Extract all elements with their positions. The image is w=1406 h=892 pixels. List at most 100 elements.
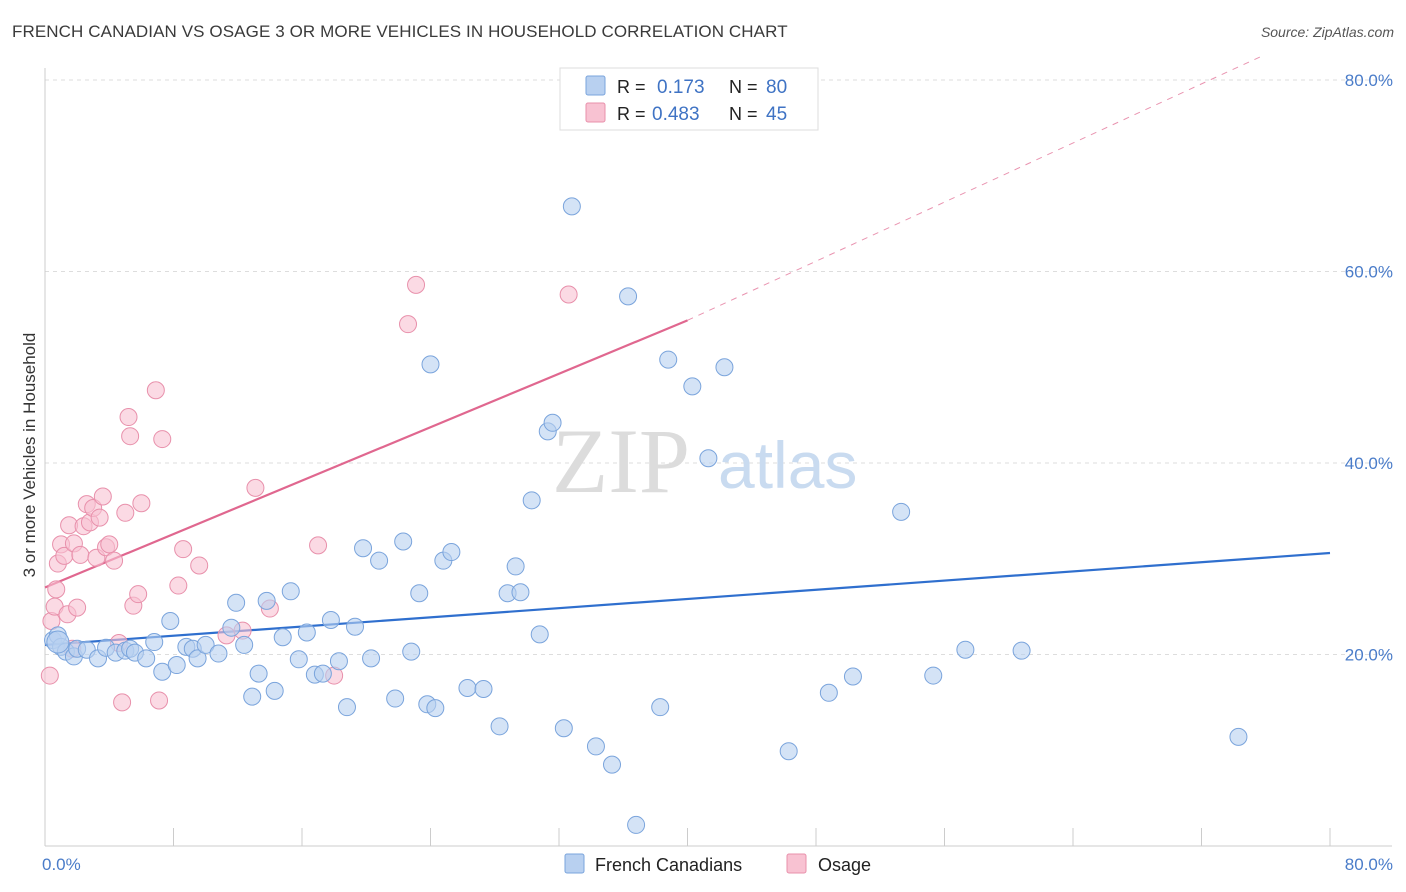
french-canadian-point — [490, 717, 509, 736]
french-canadian-point — [281, 582, 300, 601]
french-canadian-point — [683, 377, 702, 396]
legend-n-value-1: 45 — [766, 104, 787, 125]
legend-r-value-1: 0.483 — [652, 104, 700, 125]
legend-n-label-1: N = — [729, 104, 758, 124]
french-canadian-point — [273, 628, 292, 647]
french-canadian-point — [562, 197, 581, 216]
osage-point — [68, 598, 87, 617]
french-canadian-point — [265, 681, 284, 700]
grid-lines — [45, 79, 1392, 655]
osage-point — [132, 494, 151, 513]
french-canadian-point — [442, 543, 461, 562]
osage-point — [47, 580, 66, 599]
legend-r-label-1: R = — [617, 104, 646, 124]
osage-point — [116, 503, 135, 522]
osage-trend-extension — [687, 55, 1263, 321]
osage-point — [100, 535, 119, 554]
osage-point — [169, 576, 188, 595]
french-canadian-point — [257, 591, 276, 610]
french-canadian-point — [337, 698, 356, 717]
osage-point — [559, 285, 578, 304]
french-canadian-point — [222, 618, 241, 637]
osage-point — [90, 508, 109, 527]
osage-point — [150, 691, 169, 710]
legend: R = 0.173 N = 80 R = 0.483 N = 45 — [559, 67, 819, 131]
french-canadian-point — [346, 617, 365, 636]
french-canadian-point — [289, 650, 308, 669]
watermark-atlas: atlas — [718, 428, 857, 502]
y-tick-labels: 20.0% 40.0% 60.0% 80.0% — [1345, 71, 1393, 665]
data-points — [40, 197, 1248, 834]
french-canadian-point — [227, 593, 246, 612]
french-canadian-point — [421, 355, 440, 374]
osage-point — [174, 540, 193, 559]
french-canadian-trend-line — [44, 551, 1331, 647]
legend-r-label-0: R = — [617, 77, 646, 97]
osage-point — [399, 315, 418, 334]
chart-title: FRENCH CANADIAN VS OSAGE 3 OR MORE VEHIC… — [12, 22, 788, 41]
french-canadian-point — [779, 742, 798, 761]
bottom-legend-swatch-pink — [786, 853, 807, 874]
french-canadian-point — [426, 699, 445, 718]
axes — [44, 68, 1392, 847]
french-canadian-point — [619, 287, 638, 306]
bottom-legend: French Canadians Osage — [564, 853, 871, 875]
osage-point — [71, 545, 90, 564]
french-canadian-point — [543, 413, 562, 432]
french-canadian-point — [297, 623, 316, 642]
x-tick-label: 0.0% — [42, 855, 81, 874]
french-canadian-point — [370, 551, 389, 570]
french-canadian-point — [402, 642, 421, 661]
french-canadian-point — [699, 449, 718, 468]
x-tick-label: 80.0% — [1345, 855, 1393, 874]
french-canadian-point — [410, 584, 429, 603]
french-canadian-point — [892, 502, 911, 521]
french-canadian-point — [235, 635, 254, 654]
french-canadian-point — [1229, 727, 1248, 746]
french-canadian-point — [1012, 641, 1031, 660]
french-canadian-point — [167, 656, 186, 675]
legend-n-value-0: 80 — [766, 77, 787, 98]
french-canadian-point — [329, 652, 348, 671]
french-canadian-point — [137, 649, 156, 668]
y-axis-label: 3 or more Vehicles in Household — [20, 333, 39, 578]
french-canadian-point — [924, 666, 943, 685]
french-canadian-point — [196, 635, 215, 654]
french-canadian-point — [386, 689, 405, 708]
french-canadian-point — [522, 491, 541, 510]
french-canadian-point — [586, 737, 605, 756]
bottom-legend-swatch-blue — [564, 853, 585, 874]
y-tick-label: 60.0% — [1345, 263, 1393, 282]
osage-point — [146, 381, 165, 400]
legend-swatch-pink — [585, 102, 606, 123]
french-canadian-point — [354, 539, 373, 558]
osage-trend-line — [44, 319, 688, 589]
french-canadian-point — [188, 649, 207, 668]
french-canadian-point — [819, 683, 838, 702]
osage-point — [190, 556, 209, 575]
osage-point — [113, 693, 132, 712]
french-canadian-point — [161, 611, 180, 630]
french-canadian-point — [321, 611, 340, 630]
french-canadian-point — [458, 679, 477, 698]
french-canadian-point — [627, 815, 646, 834]
french-canadian-point — [46, 630, 70, 654]
osage-point — [309, 536, 328, 555]
french-canadian-point — [506, 557, 525, 576]
french-canadian-point — [243, 687, 262, 706]
y-tick-label: 20.0% — [1345, 646, 1393, 665]
osage-point — [93, 487, 112, 506]
trend-lines — [44, 55, 1331, 647]
osage-point — [129, 585, 148, 604]
y-tick-label: 80.0% — [1345, 71, 1393, 90]
x-tick-labels: 0.0% 80.0% — [42, 855, 1393, 874]
french-canadian-point — [554, 719, 573, 738]
french-canadian-point — [474, 679, 493, 698]
french-canadian-point — [145, 633, 164, 652]
osage-point — [153, 430, 172, 449]
french-canadian-point — [511, 583, 530, 602]
french-canadian-point — [715, 358, 734, 377]
french-canadian-point — [956, 640, 975, 659]
osage-point — [105, 551, 124, 570]
